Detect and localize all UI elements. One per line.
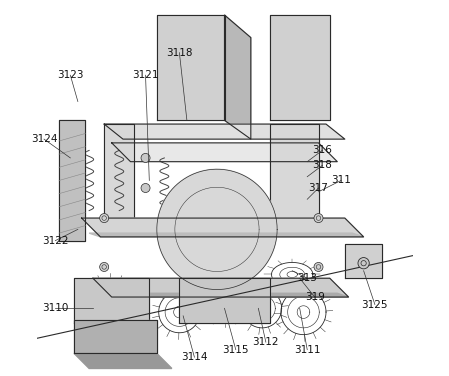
Circle shape (141, 153, 150, 162)
Polygon shape (82, 218, 364, 237)
Circle shape (358, 258, 369, 269)
Text: 3114: 3114 (181, 352, 208, 362)
Polygon shape (93, 278, 348, 297)
Text: 3115: 3115 (223, 345, 249, 355)
Polygon shape (74, 278, 150, 323)
Text: 3123: 3123 (57, 70, 84, 80)
Polygon shape (74, 353, 172, 368)
Polygon shape (269, 124, 318, 218)
Polygon shape (112, 143, 337, 162)
Polygon shape (74, 320, 157, 353)
Text: 3122: 3122 (42, 236, 69, 246)
Text: 3112: 3112 (253, 337, 279, 347)
Polygon shape (180, 278, 269, 323)
Text: 3121: 3121 (132, 70, 159, 80)
Text: 316: 316 (313, 146, 332, 155)
Text: 3118: 3118 (166, 48, 193, 58)
Polygon shape (101, 293, 348, 297)
Polygon shape (157, 15, 224, 120)
Polygon shape (89, 233, 364, 237)
Polygon shape (345, 244, 383, 278)
Text: 317: 317 (308, 183, 328, 193)
Polygon shape (224, 15, 251, 139)
Circle shape (141, 183, 150, 193)
Polygon shape (59, 120, 85, 241)
Polygon shape (269, 15, 330, 120)
Circle shape (314, 262, 323, 271)
Polygon shape (157, 169, 277, 290)
Polygon shape (104, 124, 345, 139)
Text: 3124: 3124 (31, 134, 57, 144)
Circle shape (314, 214, 323, 223)
Text: 3111: 3111 (294, 345, 321, 355)
Polygon shape (104, 124, 134, 218)
Text: 3110: 3110 (42, 303, 69, 313)
Circle shape (100, 262, 109, 271)
Text: 319: 319 (305, 292, 325, 302)
Text: 311: 311 (331, 176, 351, 185)
Text: 3125: 3125 (361, 300, 388, 309)
Text: 313: 313 (297, 273, 317, 283)
Text: 318: 318 (313, 161, 332, 170)
Circle shape (100, 214, 109, 223)
